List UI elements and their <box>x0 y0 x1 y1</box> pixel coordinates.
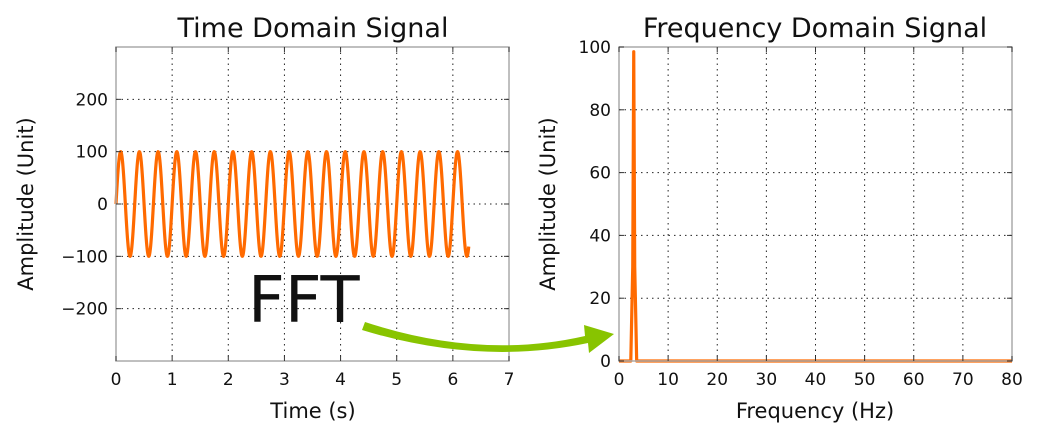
frequency-domain-x-tick-label: 50 <box>854 370 876 390</box>
frequency-domain-x-tick-label: 0 <box>614 370 625 390</box>
frequency-domain-ticks: 0 10 20 30 40 50 60 70 80 0 20 40 60 80 100 <box>579 38 1023 390</box>
fft-label: FFT <box>248 264 361 338</box>
frequency-domain-y-tick-label: 80 <box>589 101 611 121</box>
time-domain-series-line-0 <box>114 150 471 258</box>
frequency-domain-y-tick-label: 20 <box>589 289 611 309</box>
fft-annotation: FFT <box>248 264 614 353</box>
frequency-domain-x-tick-label: 60 <box>903 370 925 390</box>
time-domain-y-tick-label: 0 <box>97 195 108 215</box>
time-domain-title: Time Domain Signal <box>177 13 449 44</box>
frequency-domain-x-label: Frequency (Hz) <box>736 399 894 423</box>
frequency-domain-x-tick-label: 20 <box>706 370 728 390</box>
frequency-domain-y-tick-label: 60 <box>589 164 611 184</box>
time-domain-x-tick-label: 5 <box>391 370 402 390</box>
time-domain-x-tick-label: 7 <box>504 370 515 390</box>
time-domain-y-tick-label: 200 <box>76 90 108 110</box>
time-domain-y-label: Amplitude (Unit) <box>14 117 38 290</box>
time-domain-x-tick-label: 0 <box>111 370 122 390</box>
frequency-domain-chart: 0 10 20 30 40 50 60 70 80 0 20 40 60 80 100 Frequency … <box>536 13 1023 423</box>
frequency-domain-x-tick-label: 40 <box>805 370 827 390</box>
frequency-domain-title: Frequency Domain Signal <box>643 13 987 44</box>
time-domain-y-tick-label: −100 <box>61 247 108 267</box>
time-domain-x-label: Time (s) <box>269 399 355 423</box>
frequency-domain-y-tick-label: 40 <box>589 226 611 246</box>
time-domain-y-tick-label: 100 <box>76 143 108 163</box>
time-domain-x-tick-label: 3 <box>279 370 290 390</box>
frequency-domain-x-tick-label: 30 <box>756 370 778 390</box>
time-domain-x-tick-label: 6 <box>447 370 458 390</box>
frequency-domain-x-tick-label: 70 <box>952 370 974 390</box>
frequency-domain-y-tick-label: 0 <box>600 352 611 372</box>
fft-arrow-icon <box>362 322 614 353</box>
time-domain-y-tick-label: −200 <box>61 300 108 320</box>
frequency-domain-y-tick-label: 100 <box>579 38 611 58</box>
time-domain-x-tick-label: 4 <box>335 370 346 390</box>
frequency-domain-x-tick-label: 10 <box>657 370 679 390</box>
frequency-domain-x-tick-label: 80 <box>1001 370 1023 390</box>
time-domain-ticks: 0 1 2 3 4 5 6 7 −200 −100 0 100 200 <box>61 47 514 390</box>
time-domain-series <box>114 150 471 258</box>
time-domain-x-tick-label: 2 <box>223 370 234 390</box>
time-domain-x-tick-label: 1 <box>167 370 178 390</box>
frequency-domain-y-label: Amplitude (Unit) <box>536 117 560 290</box>
